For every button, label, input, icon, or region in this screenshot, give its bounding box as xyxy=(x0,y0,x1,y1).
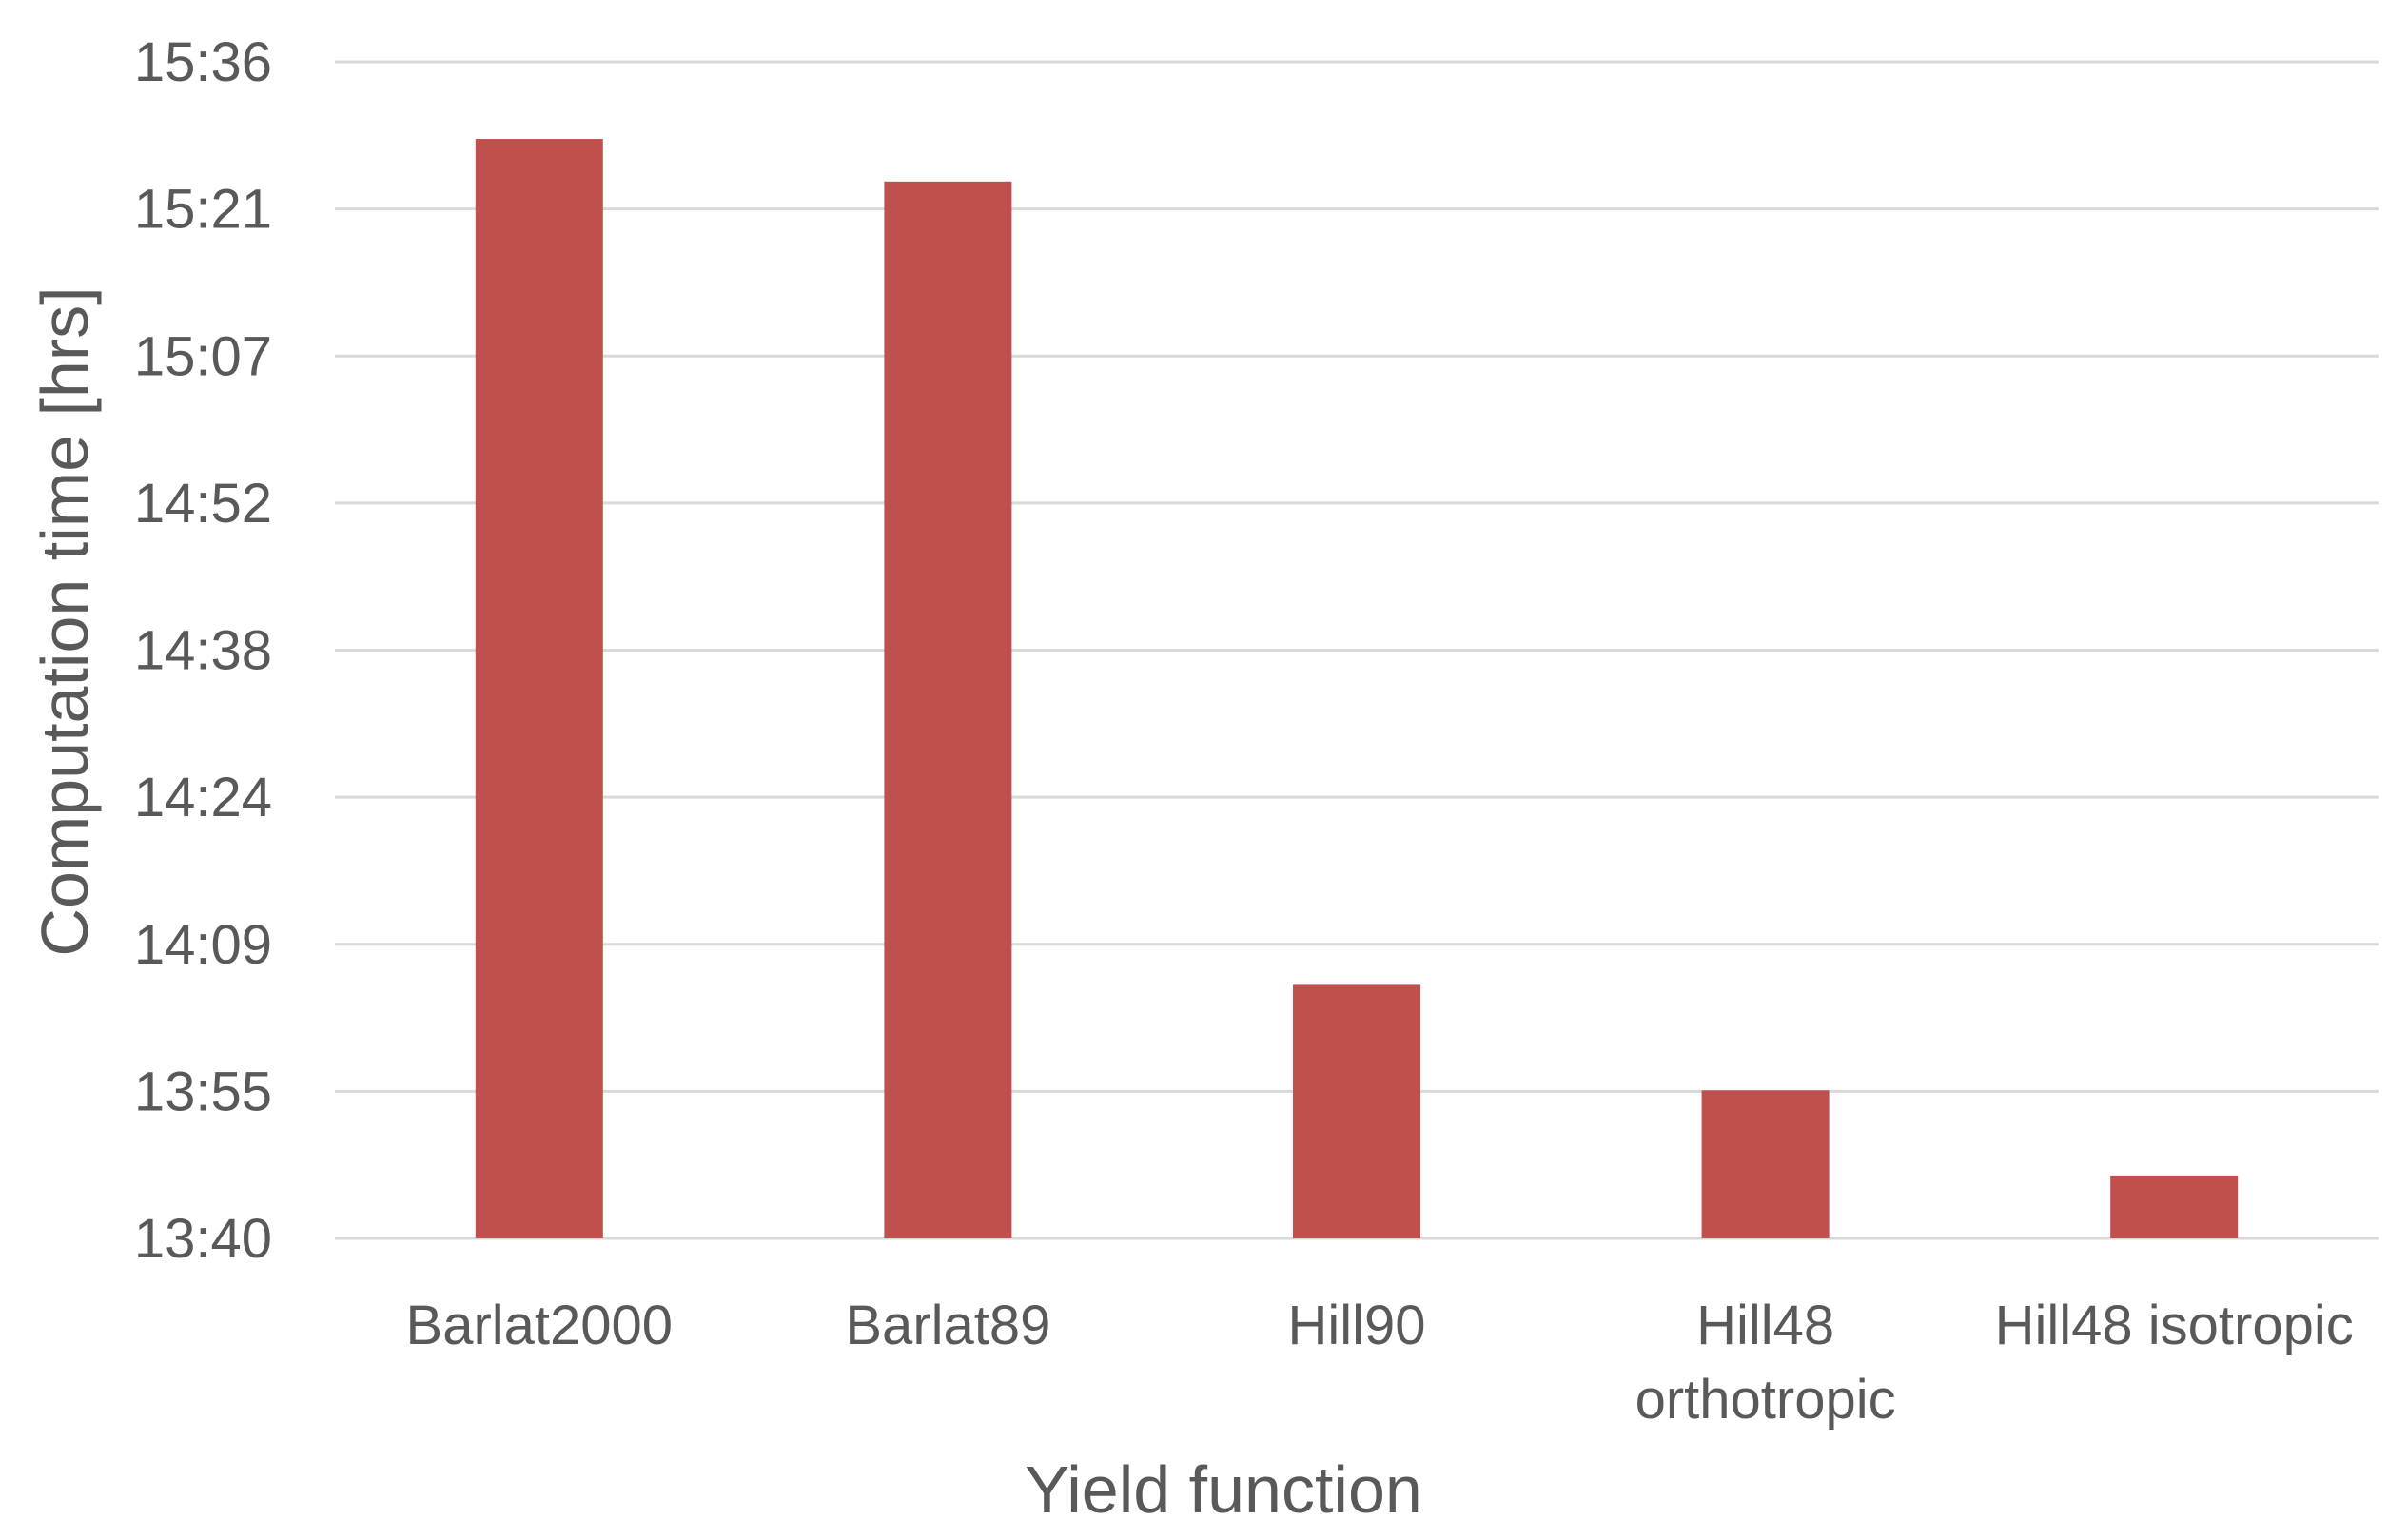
y-tick-label: 13:55 xyxy=(134,1061,272,1122)
bar-hill48-isotropic xyxy=(2110,1175,2239,1238)
y-tick-label: 14:52 xyxy=(134,473,272,535)
x-tick-label: orthotropic xyxy=(1635,1369,1896,1431)
y-tick-label: 14:09 xyxy=(134,914,272,976)
y-axis-title: Computation time [hrs] xyxy=(28,286,102,956)
bar-hill48-orthotropic xyxy=(1701,1090,1830,1238)
x-tick-label: Barlat2000 xyxy=(406,1295,674,1356)
x-tick-label: Hill90 xyxy=(1287,1295,1425,1356)
bar-hill90 xyxy=(1293,984,1420,1238)
y-tick-label: 14:24 xyxy=(134,767,272,828)
x-tick-label: Hill48 isotropic xyxy=(1995,1295,2354,1356)
y-tick-labels: 13:40 13:55 14:09 14:24 14:38 14:52 15:07 15:21… xyxy=(134,31,272,1270)
gridlines xyxy=(335,60,2379,1240)
y-tick-label: 15:36 xyxy=(134,31,272,93)
y-tick-label: 13:40 xyxy=(134,1208,272,1270)
y-tick-label: 15:21 xyxy=(134,179,272,241)
y-tick-label: 15:07 xyxy=(134,325,272,387)
y-tick-label: 14:38 xyxy=(134,620,272,682)
bars xyxy=(475,139,2239,1239)
x-tick-labels: Barlat2000 Barlat89 Hill90 Hill48 orthotropi… xyxy=(406,1295,2354,1431)
x-axis-title: Yield function xyxy=(1025,1452,1422,1527)
bar-barlat89 xyxy=(884,181,1012,1238)
x-tick-label: Hill48 xyxy=(1696,1295,1834,1356)
bar-barlat2000 xyxy=(475,139,603,1239)
x-tick-label: Barlat89 xyxy=(845,1295,1050,1356)
